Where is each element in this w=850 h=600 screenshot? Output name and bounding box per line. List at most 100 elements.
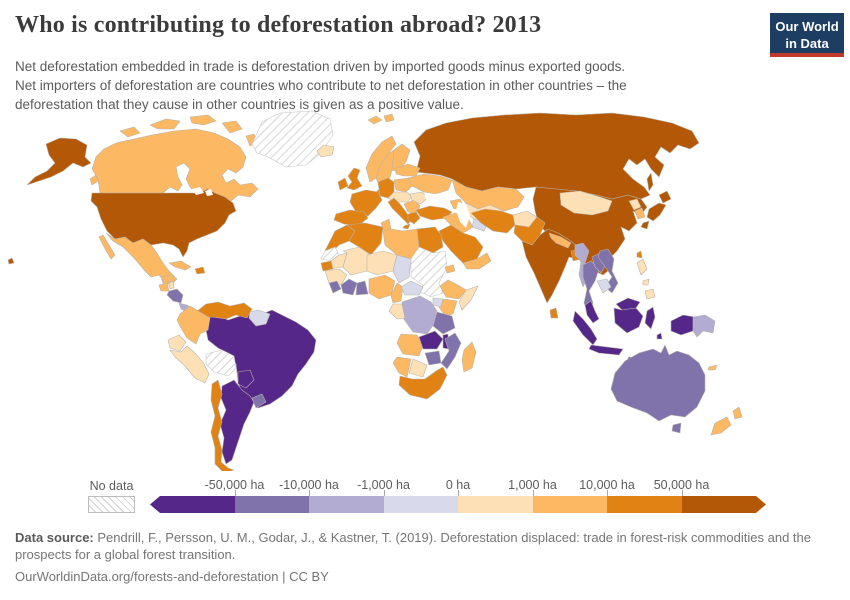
region-zambia[interactable] <box>418 330 444 350</box>
region-chile[interactable] <box>210 379 235 471</box>
region-honduras-nicaragua[interactable] <box>166 288 184 304</box>
region-guinea[interactable] <box>324 268 348 286</box>
world-map[interactable] <box>0 106 850 471</box>
region-cambodia[interactable] <box>596 278 612 294</box>
region-mongolia[interactable] <box>559 190 613 216</box>
region-saudi-arabia[interactable] <box>438 224 484 264</box>
region-guatemala[interactable] <box>158 282 170 292</box>
legend-tick <box>309 490 310 496</box>
data-source-text: Pendrill, F., Persson, U. M., Godar, J.,… <box>15 530 811 562</box>
chart-footer: Data source: Pendrill, F., Persson, U. M… <box>15 530 820 586</box>
legend-segment[interactable] <box>384 496 459 513</box>
owid-logo-line2: in Data <box>785 36 829 51</box>
legend-tick <box>681 490 683 496</box>
region-sri-lanka[interactable] <box>549 307 559 319</box>
region-guyanas[interactable] <box>248 309 271 327</box>
legend-segment[interactable] <box>607 496 682 513</box>
region-argentina[interactable] <box>219 379 255 465</box>
legend-segment[interactable] <box>458 496 533 513</box>
legend-segment[interactable] <box>235 496 310 513</box>
region-paraguay[interactable] <box>237 369 255 389</box>
region-ecuador[interactable] <box>167 334 187 352</box>
region-yemen-oman[interactable] <box>462 252 492 270</box>
region-spain[interactable] <box>333 209 369 227</box>
region-romania[interactable] <box>409 191 429 205</box>
region-tanzania[interactable] <box>432 311 456 335</box>
region-canada[interactable] <box>89 114 259 206</box>
region-south-africa[interactable] <box>398 366 448 400</box>
region-north-korea[interactable] <box>628 198 642 211</box>
region-cameroon[interactable] <box>390 282 404 304</box>
region-new-caledonia[interactable] <box>707 364 718 371</box>
legend-color-bar <box>150 496 766 513</box>
legend-segment[interactable] <box>682 496 767 513</box>
region-hispaniola[interactable] <box>194 266 206 275</box>
legend-tick <box>234 490 236 496</box>
data-source-label: Data source: <box>15 530 94 545</box>
region-dr-congo[interactable] <box>401 295 438 335</box>
region-philippines[interactable] <box>636 258 656 300</box>
region-norway[interactable] <box>365 135 397 183</box>
region-usa[interactable] <box>7 137 237 265</box>
subtitle-line: Net importers of deforestation are count… <box>15 78 627 93</box>
region-mexico[interactable] <box>98 232 178 286</box>
region-cuba[interactable] <box>168 260 192 271</box>
region-mali[interactable] <box>342 246 372 276</box>
owid-logo[interactable]: Our World in Data <box>770 13 844 57</box>
region-senegal[interactable] <box>320 260 334 272</box>
region-south-korea[interactable] <box>634 207 646 220</box>
region-svalbard[interactable] <box>367 113 395 125</box>
owid-logo-line1: Our World <box>775 19 839 34</box>
region-eritrea[interactable] <box>444 264 456 274</box>
region-nepal[interactable] <box>548 232 572 249</box>
region-japan[interactable] <box>640 190 672 230</box>
page-title: Who is contributing to deforestation abr… <box>15 12 542 38</box>
region-iceland[interactable] <box>316 144 335 158</box>
region-uganda[interactable] <box>432 297 444 308</box>
region-uk[interactable] <box>346 167 363 191</box>
region-papua-new-guinea[interactable] <box>692 314 716 338</box>
region-peru[interactable] <box>169 345 210 384</box>
region-australia[interactable] <box>610 344 706 434</box>
region-central-african-republic[interactable] <box>400 280 424 296</box>
region-bolivia[interactable] <box>205 349 237 377</box>
region-namibia[interactable] <box>392 356 412 378</box>
region-new-zealand[interactable] <box>710 406 743 436</box>
region-ukraine[interactable] <box>407 173 453 195</box>
region-greenland[interactable] <box>251 110 334 168</box>
region-botswana[interactable] <box>408 358 428 378</box>
region-madagascar[interactable] <box>461 341 477 373</box>
region-niger[interactable] <box>366 250 398 276</box>
region-taiwan[interactable] <box>636 250 643 259</box>
region-ghana[interactable] <box>355 280 369 296</box>
region-poland[interactable] <box>393 177 413 193</box>
legend-segment[interactable] <box>150 496 235 513</box>
legend-tick <box>383 490 385 496</box>
region-france[interactable] <box>349 189 383 217</box>
map-legend: No data -50,000 ha -10,000 ha -1,000 ha … <box>0 477 850 519</box>
legend-segment[interactable] <box>533 496 608 513</box>
region-finland[interactable] <box>391 143 411 173</box>
region-uruguay[interactable] <box>251 393 267 409</box>
region-chad[interactable] <box>392 254 412 284</box>
region-congo-gabon[interactable] <box>388 303 406 320</box>
region-russia[interactable] <box>413 112 700 200</box>
region-vietnam[interactable] <box>597 248 619 294</box>
region-colombia[interactable] <box>176 305 211 345</box>
region-somalia[interactable] <box>458 285 479 311</box>
region-zimbabwe[interactable] <box>424 350 442 366</box>
legend-tick-label: -50,000 ha <box>204 478 265 492</box>
region-mozambique[interactable] <box>440 332 462 370</box>
region-sierra-leone-liberia[interactable] <box>328 280 342 294</box>
region-ireland[interactable] <box>337 177 349 191</box>
region-malaysia[interactable] <box>584 297 641 324</box>
owid-link-line[interactable]: OurWorldinData.org/forests-and-deforesta… <box>15 569 329 584</box>
legend-segment[interactable] <box>309 496 384 513</box>
region-ivory-coast[interactable] <box>340 278 358 296</box>
subtitle-line: Net deforestation embedded in trade is d… <box>15 59 626 74</box>
region-belize[interactable] <box>168 280 175 290</box>
region-greece[interactable] <box>407 211 421 225</box>
region-angola[interactable] <box>396 333 424 357</box>
no-data-swatch[interactable] <box>88 496 135 513</box>
